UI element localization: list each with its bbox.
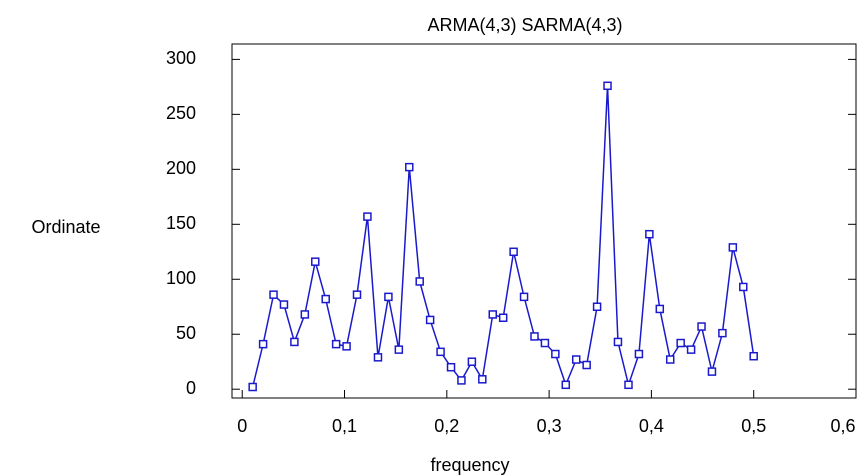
x-axis-label: frequency [430,455,509,475]
chart-title: ARMA(4,3) SARMA(4,3) [427,15,622,35]
y-tick-label: 200 [166,158,196,178]
data-point [624,380,633,390]
data-point [311,257,320,266]
y-tick-label: 250 [166,103,196,123]
data-point [373,353,383,362]
data-point [582,360,591,370]
data-point [478,375,487,384]
data-point [446,362,456,372]
data-point [697,322,706,331]
data-point [415,277,424,286]
data-point [331,339,341,349]
data-point [279,300,289,309]
y-tick-label: 100 [166,268,196,288]
x-tick-label: 0,4 [639,416,664,436]
data-point [665,355,675,364]
data-point [603,81,612,91]
data-point [634,349,644,359]
data-point [676,338,685,348]
x-tick-label: 0,2 [434,416,459,436]
y-tick-label: 50 [176,323,196,343]
data-point [467,357,477,366]
data-point [686,345,696,354]
data-point [258,339,268,349]
data-point [290,337,299,347]
data-point [498,313,508,322]
y-axis-label: Ordinate [31,217,100,237]
data-point [728,243,738,252]
data-point [551,349,560,359]
data-point [394,345,404,354]
data-point [571,355,581,364]
data-point [645,229,654,239]
data-point [436,347,445,357]
plot-frame [231,43,857,399]
data-point [405,162,414,172]
data-point [342,342,351,351]
y-tick-label: 0 [186,378,196,398]
data-point [425,315,435,325]
x-tick-label: 0,6 [830,416,855,436]
data-point [457,376,466,385]
data-point [718,328,727,338]
data-point [300,310,310,319]
data-point [363,212,372,221]
data-point [592,302,602,312]
y-tick-label: 300 [166,48,196,68]
data-point [655,304,665,314]
x-tick-label: 0,3 [537,416,562,436]
y-tick-label: 150 [166,213,196,233]
data-point [352,290,362,299]
data-point [269,290,278,299]
data-point [613,337,623,347]
x-tick-label: 0 [237,416,247,436]
data-point [561,380,571,390]
data-point [509,247,518,257]
data-point [749,351,758,361]
data-point [519,292,529,302]
x-tick-label: 0,5 [741,416,766,436]
data-point [488,310,498,319]
data-point [530,332,539,341]
data-point [739,282,748,292]
x-tick-label: 0,1 [332,416,357,436]
data-point [321,294,330,304]
data-point [540,338,550,348]
data-point [707,367,717,376]
data-point [384,292,393,302]
data-point [248,382,257,392]
